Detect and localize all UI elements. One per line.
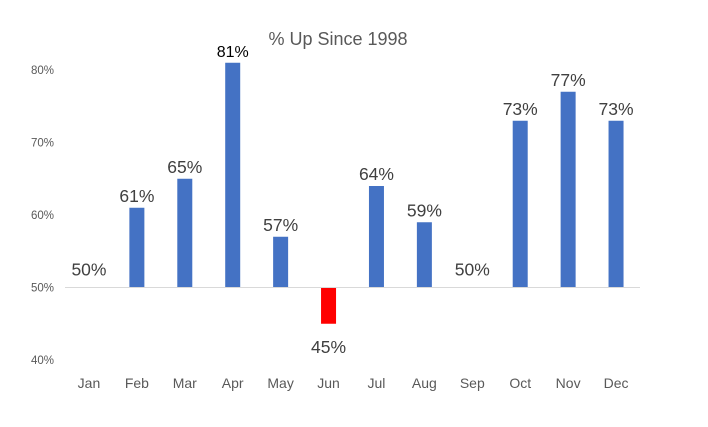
bar-aug — [416, 222, 432, 288]
data-label-dec: 73% — [599, 99, 634, 119]
bar-may — [273, 236, 289, 288]
data-labels: 50% 61% 65% 81% 57% 45% 64% 59% 50% 73% 77% 73% — [71, 44, 633, 357]
y-tick-label: 80% — [31, 65, 54, 77]
x-tick-label-aug: Aug — [412, 375, 437, 391]
data-label-sep: 50% — [455, 260, 490, 280]
x-tick-label-jan: Jan — [78, 375, 101, 391]
bar-jul — [368, 186, 384, 288]
bars — [129, 62, 624, 324]
y-tick-label: 70% — [31, 138, 54, 150]
y-tick-label: 60% — [31, 210, 54, 222]
bar-apr — [225, 62, 241, 288]
data-label-aug: 59% — [407, 200, 442, 220]
bar-mar — [177, 178, 193, 288]
data-label-may: 57% — [263, 215, 298, 235]
y-tick-label: 50% — [31, 283, 54, 295]
x-tick-label-feb: Feb — [125, 375, 149, 391]
data-label-feb: 61% — [119, 186, 154, 206]
x-tick-label-jun: Jun — [317, 375, 340, 391]
x-tick-label-mar: Mar — [173, 375, 197, 391]
y-axis-ticks: 40% 50% 60% 70% 80% — [31, 65, 54, 367]
x-tick-label-jul: Jul — [368, 375, 386, 391]
y-tick-label: 40% — [31, 355, 54, 367]
x-tick-label-dec: Dec — [604, 375, 629, 391]
bar-dec — [608, 120, 624, 288]
data-label-oct: 73% — [503, 99, 538, 119]
x-tick-label-sep: Sep — [460, 375, 485, 391]
bar-jun — [321, 287, 337, 324]
data-label-apr: 81% — [217, 44, 249, 61]
bar-nov — [560, 91, 576, 288]
x-axis-ticks: Jan Feb Mar Apr May Jun Jul Aug Sep Oct Nov Dec — [78, 375, 629, 391]
bar-feb — [129, 207, 145, 288]
data-label-jan: 50% — [71, 260, 106, 280]
x-tick-label-nov: Nov — [556, 375, 581, 391]
data-label-mar: 65% — [167, 157, 202, 177]
x-tick-label-apr: Apr — [222, 375, 244, 391]
data-label-jun: 45% — [311, 337, 346, 357]
data-label-nov: 77% — [551, 70, 586, 90]
x-tick-label-oct: Oct — [509, 375, 531, 391]
x-tick-label-may: May — [267, 375, 293, 391]
data-label-jul: 64% — [359, 164, 394, 184]
chart-title: % Up Since 1998 — [268, 29, 407, 49]
bar-oct — [512, 120, 528, 288]
